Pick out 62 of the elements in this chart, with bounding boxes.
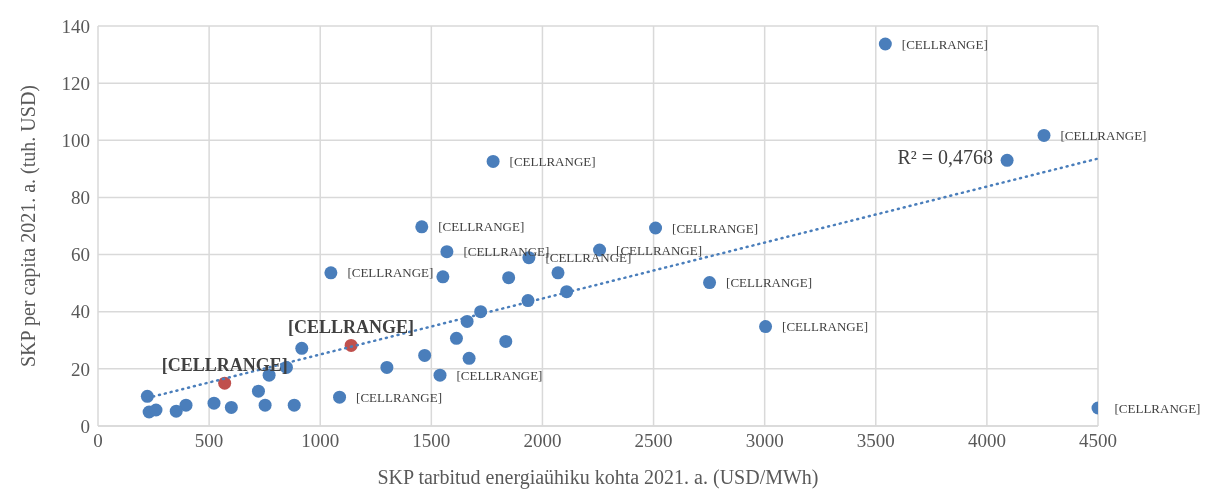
point	[433, 368, 447, 382]
x-tick-label: 3500	[856, 430, 895, 452]
y-axis-title: SKP per capita 2021. a. (tuh. USD)	[17, 85, 41, 367]
data-label: [CELLRANGE]	[726, 275, 813, 291]
x-tick-label: 3000	[745, 430, 784, 452]
point	[462, 351, 476, 365]
point	[449, 331, 463, 345]
annotation: R² = 0,4768	[897, 146, 993, 169]
y-tick-label: 140	[61, 15, 90, 37]
point	[324, 266, 338, 280]
y-tick-label: 100	[61, 130, 90, 152]
data-label: [CELLRANGE]	[1060, 128, 1147, 144]
data-label: [CELLRANGE]	[356, 389, 443, 405]
point	[878, 37, 892, 51]
point	[287, 398, 301, 412]
point	[207, 396, 221, 410]
data-label: [CELLRANGE]	[456, 367, 543, 383]
point	[295, 341, 309, 355]
data-label: [CELLRANGE]	[782, 319, 869, 335]
y-tick-label: 20	[71, 358, 90, 380]
x-tick-label: 1000	[301, 430, 340, 452]
point	[759, 320, 773, 334]
point	[333, 390, 347, 404]
y-tick-label: 120	[61, 72, 90, 94]
x-axis-title: SKP tarbitud energiaühiku kohta 2021. a. (USD/MWh)	[377, 466, 819, 489]
data-label: [CELLRANGE]	[509, 154, 596, 170]
point	[415, 220, 429, 234]
point	[551, 266, 565, 280]
point	[486, 154, 500, 168]
y-tick-label: 0	[80, 415, 90, 437]
x-tick-label: 1500	[412, 430, 451, 452]
data-label: [CELLRANGE]	[1114, 400, 1201, 416]
point	[703, 276, 717, 290]
x-tick-label: 500	[194, 430, 224, 452]
point	[499, 334, 513, 348]
data-label: [CELLRANGE]	[347, 265, 434, 281]
point	[179, 398, 193, 412]
point	[149, 403, 163, 417]
x-tick-label: 2000	[523, 430, 562, 452]
point	[502, 271, 516, 285]
point	[418, 348, 432, 362]
data-label: [CELLRANGE]	[288, 316, 415, 337]
point	[440, 245, 454, 259]
point	[169, 404, 183, 418]
point	[380, 360, 394, 374]
point	[258, 398, 272, 412]
point	[436, 270, 450, 284]
point	[218, 376, 232, 390]
point	[224, 400, 238, 414]
data-label: [CELLRANGE]	[672, 220, 759, 236]
data-label: [CELLRANGE]	[438, 219, 525, 235]
x-tick-label: 2500	[634, 430, 673, 452]
point	[649, 221, 663, 235]
y-tick-label: 40	[71, 301, 90, 323]
x-tick-label: 4000	[967, 430, 1006, 452]
x-tick-label: 4500	[1079, 430, 1117, 452]
data-label: [CELLRANGE]	[901, 36, 988, 52]
y-tick-label: 80	[71, 187, 90, 209]
point	[1000, 153, 1014, 167]
point	[251, 384, 265, 398]
point	[1037, 128, 1051, 142]
y-tick-label: 60	[71, 244, 90, 266]
